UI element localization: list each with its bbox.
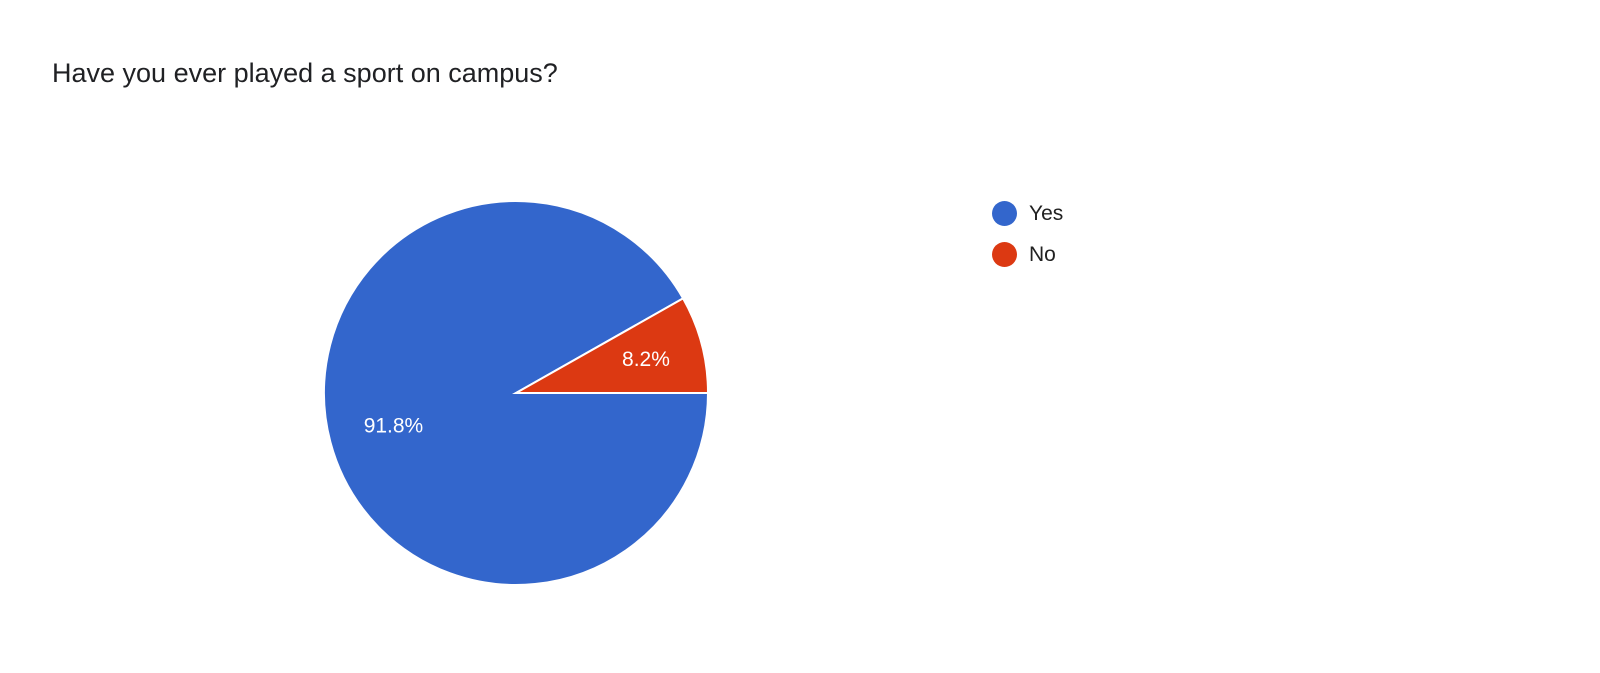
data-label-no: 8.2%	[622, 348, 670, 371]
legend-label-no: No	[1029, 242, 1056, 266]
data-label-yes: 91.8%	[364, 414, 424, 437]
pie-slice-no[interactable]	[512, 297, 710, 394]
legend-item-no[interactable]: No	[992, 242, 1056, 267]
chart-title: Have you ever played a sport on campus?	[52, 58, 558, 88]
legend-swatch-yes	[992, 201, 1017, 226]
legend-item-yes[interactable]: Yes	[992, 201, 1063, 226]
legend-swatch-no	[992, 242, 1017, 267]
legend-label-yes: Yes	[1029, 201, 1064, 225]
